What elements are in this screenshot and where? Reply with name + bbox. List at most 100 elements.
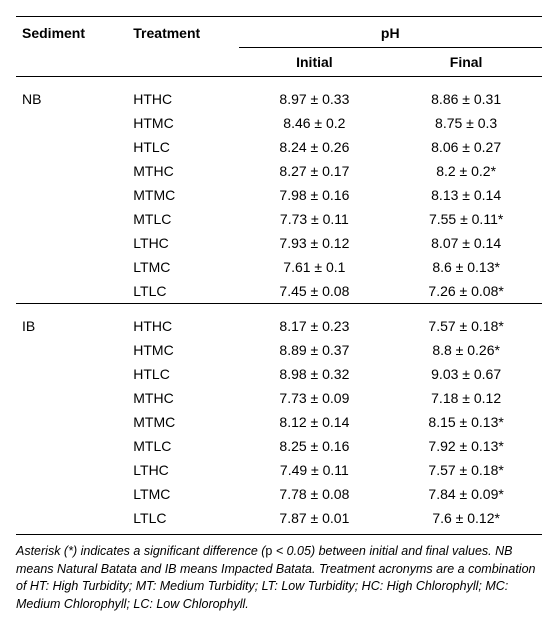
- table-row: LTLC7.45 ± 0.087.26 ± 0.08*: [16, 279, 542, 304]
- initial-cell: 8.27 ± 0.17: [239, 159, 391, 183]
- initial-cell: 7.73 ± 0.11: [239, 207, 391, 231]
- table-row: LTHC7.49 ± 0.117.57 ± 0.18*: [16, 458, 542, 482]
- final-cell: 8.07 ± 0.14: [390, 231, 542, 255]
- initial-cell: 8.98 ± 0.32: [239, 362, 391, 386]
- final-cell: 8.15 ± 0.13*: [390, 410, 542, 434]
- sediment-cell: [16, 183, 127, 207]
- sediment-cell: [16, 135, 127, 159]
- sediment-cell: [16, 159, 127, 183]
- final-cell: 8.86 ± 0.31: [390, 77, 542, 112]
- table-caption: Asterisk (*) indicates a significant dif…: [16, 543, 542, 613]
- table-row: HTLC8.24 ± 0.268.06 ± 0.27: [16, 135, 542, 159]
- table-row: LTHC7.93 ± 0.128.07 ± 0.14: [16, 231, 542, 255]
- final-cell: 7.57 ± 0.18*: [390, 458, 542, 482]
- treatment-cell: HTHC: [127, 304, 238, 339]
- initial-cell: 7.45 ± 0.08: [239, 279, 391, 304]
- initial-cell: 8.25 ± 0.16: [239, 434, 391, 458]
- initial-cell: 8.97 ± 0.33: [239, 77, 391, 112]
- sediment-cell: [16, 279, 127, 304]
- final-cell: 8.6 ± 0.13*: [390, 255, 542, 279]
- final-cell: 8.8 ± 0.26*: [390, 338, 542, 362]
- initial-cell: 8.17 ± 0.23: [239, 304, 391, 339]
- final-cell: 7.26 ± 0.08*: [390, 279, 542, 304]
- table-row: NBHTHC8.97 ± 0.338.86 ± 0.31: [16, 77, 542, 112]
- final-cell: 7.92 ± 0.13*: [390, 434, 542, 458]
- sediment-cell: [16, 458, 127, 482]
- ph-data-table: Sediment Treatment pH Initial Final NBHT…: [16, 16, 542, 535]
- table-row: MTLC7.73 ± 0.117.55 ± 0.11*: [16, 207, 542, 231]
- table-body: NBHTHC8.97 ± 0.338.86 ± 0.31HTMC8.46 ± 0…: [16, 77, 542, 535]
- table-row: LTMC7.61 ± 0.18.6 ± 0.13*: [16, 255, 542, 279]
- sediment-cell: [16, 255, 127, 279]
- table-row: LTLC7.87 ± 0.017.6 ± 0.12*: [16, 506, 542, 535]
- table-row: IBHTHC8.17 ± 0.237.57 ± 0.18*: [16, 304, 542, 339]
- final-cell: 8.75 ± 0.3: [390, 111, 542, 135]
- final-cell: 7.6 ± 0.12*: [390, 506, 542, 535]
- treatment-cell: LTLC: [127, 506, 238, 535]
- sediment-cell: [16, 482, 127, 506]
- initial-cell: 7.98 ± 0.16: [239, 183, 391, 207]
- treatment-cell: HTMC: [127, 111, 238, 135]
- treatment-cell: MTLC: [127, 207, 238, 231]
- initial-cell: 8.12 ± 0.14: [239, 410, 391, 434]
- sediment-cell: [16, 506, 127, 535]
- table-row: MTMC8.12 ± 0.148.15 ± 0.13*: [16, 410, 542, 434]
- final-cell: 7.18 ± 0.12: [390, 386, 542, 410]
- table-row: LTMC7.78 ± 0.087.84 ± 0.09*: [16, 482, 542, 506]
- initial-cell: 7.49 ± 0.11: [239, 458, 391, 482]
- header-treatment: Treatment: [127, 17, 238, 48]
- treatment-cell: HTLC: [127, 135, 238, 159]
- treatment-cell: LTHC: [127, 231, 238, 255]
- table-row: MTLC8.25 ± 0.167.92 ± 0.13*: [16, 434, 542, 458]
- treatment-cell: HTMC: [127, 338, 238, 362]
- treatment-cell: LTMC: [127, 482, 238, 506]
- caption-text-a: Asterisk (*) indicates a significant dif…: [16, 544, 265, 558]
- treatment-cell: LTLC: [127, 279, 238, 304]
- treatment-cell: HTLC: [127, 362, 238, 386]
- final-cell: 7.55 ± 0.11*: [390, 207, 542, 231]
- final-cell: 8.06 ± 0.27: [390, 135, 542, 159]
- table-row: MTHC7.73 ± 0.097.18 ± 0.12: [16, 386, 542, 410]
- initial-cell: 8.89 ± 0.37: [239, 338, 391, 362]
- treatment-cell: MTLC: [127, 434, 238, 458]
- sediment-cell: [16, 410, 127, 434]
- treatment-cell: MTMC: [127, 183, 238, 207]
- treatment-cell: MTHC: [127, 386, 238, 410]
- final-cell: 8.2 ± 0.2*: [390, 159, 542, 183]
- sediment-cell: [16, 434, 127, 458]
- initial-cell: 7.93 ± 0.12: [239, 231, 391, 255]
- header-spacer: [127, 48, 238, 77]
- table-row: HTMC8.46 ± 0.28.75 ± 0.3: [16, 111, 542, 135]
- table-row: MTMC7.98 ± 0.168.13 ± 0.14: [16, 183, 542, 207]
- sediment-cell: [16, 207, 127, 231]
- treatment-cell: HTHC: [127, 77, 238, 112]
- header-final: Final: [390, 48, 542, 77]
- initial-cell: 8.24 ± 0.26: [239, 135, 391, 159]
- treatment-cell: LTMC: [127, 255, 238, 279]
- sediment-cell: NB: [16, 77, 127, 112]
- initial-cell: 7.87 ± 0.01: [239, 506, 391, 535]
- initial-cell: 8.46 ± 0.2: [239, 111, 391, 135]
- final-cell: 8.13 ± 0.14: [390, 183, 542, 207]
- table-row: MTHC8.27 ± 0.178.2 ± 0.2*: [16, 159, 542, 183]
- treatment-cell: LTHC: [127, 458, 238, 482]
- initial-cell: 7.73 ± 0.09: [239, 386, 391, 410]
- final-cell: 7.57 ± 0.18*: [390, 304, 542, 339]
- table-row: HTLC8.98 ± 0.329.03 ± 0.67: [16, 362, 542, 386]
- treatment-cell: MTMC: [127, 410, 238, 434]
- table-row: HTMC8.89 ± 0.378.8 ± 0.26*: [16, 338, 542, 362]
- header-initial: Initial: [239, 48, 391, 77]
- sediment-cell: IB: [16, 304, 127, 339]
- initial-cell: 7.78 ± 0.08: [239, 482, 391, 506]
- header-sediment: Sediment: [16, 17, 127, 48]
- final-cell: 9.03 ± 0.67: [390, 362, 542, 386]
- sediment-cell: [16, 111, 127, 135]
- initial-cell: 7.61 ± 0.1: [239, 255, 391, 279]
- treatment-cell: MTHC: [127, 159, 238, 183]
- sediment-cell: [16, 386, 127, 410]
- sediment-cell: [16, 338, 127, 362]
- sediment-cell: [16, 231, 127, 255]
- final-cell: 7.84 ± 0.09*: [390, 482, 542, 506]
- header-spacer: [16, 48, 127, 77]
- header-ph: pH: [239, 17, 542, 48]
